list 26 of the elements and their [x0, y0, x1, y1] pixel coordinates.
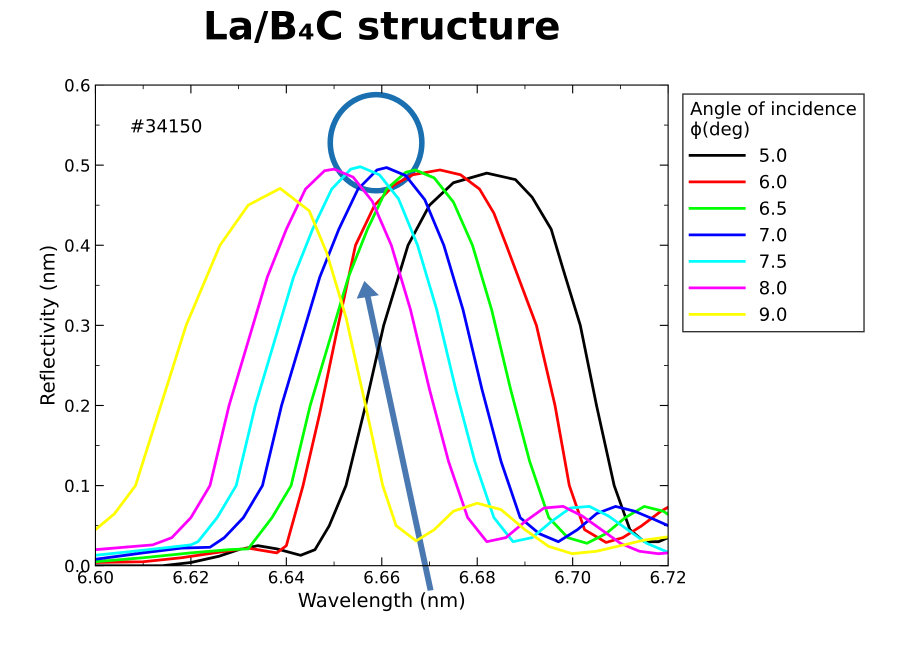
y-tick-label: 0.3 [65, 319, 90, 332]
x-tick-label: 6.66 [364, 570, 400, 584]
x-tick-label: 6.72 [650, 570, 685, 584]
legend-label: 7.0 [760, 228, 786, 242]
legend-label: 6.0 [760, 174, 786, 188]
x-tick-label: 6.62 [174, 570, 208, 584]
legend-label: 8.0 [760, 280, 786, 294]
y-tick-label: 0.0 [65, 560, 90, 572]
x-axis-title: Wavelength (nm) [298, 592, 464, 612]
y-tick-label: 0.6 [65, 78, 90, 92]
x-tick-label: 6.68 [460, 570, 495, 584]
y-tick-label: 0.1 [65, 480, 90, 492]
legend-label: 6.5 [760, 201, 786, 215]
legend-label: 7.5 [760, 254, 786, 268]
annotation: #34150 [131, 118, 202, 133]
chart-title: La/B₄C structure [206, 10, 559, 43]
y-tick-label: 0.2 [65, 399, 89, 412]
y-axis-title: Reflectivity (nm) [40, 246, 59, 404]
y-tick-label: 0.5 [65, 159, 90, 172]
x-tick-label: 6.64 [268, 570, 304, 584]
legend-label: 5.0 [760, 148, 786, 162]
x-tick-label: 6.70 [555, 570, 590, 584]
legend-label: 9.0 [760, 307, 786, 321]
legend-title: Angle of incidence ϕ(deg) [690, 101, 856, 139]
y-tick-label: 0.4 [65, 239, 90, 252]
x-tick-label: 6.60 [78, 570, 113, 584]
